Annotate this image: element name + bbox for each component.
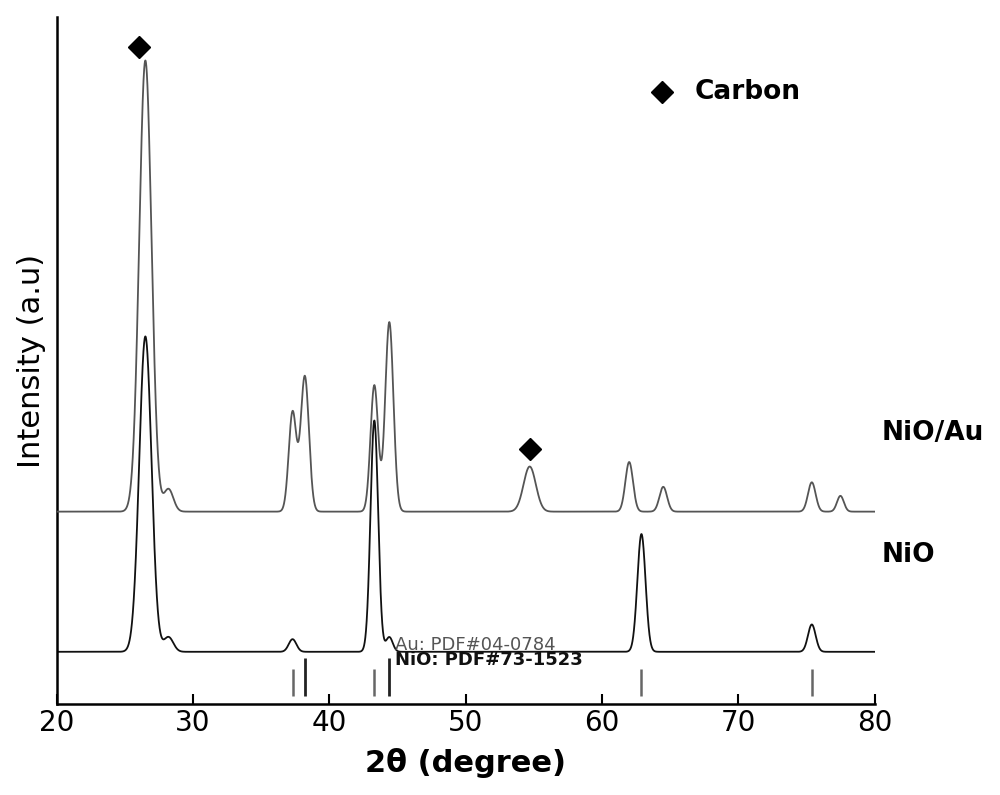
Text: Carbon: Carbon <box>695 80 801 105</box>
Y-axis label: Intensity (a.u): Intensity (a.u) <box>17 254 46 467</box>
Text: NiO: NiO <box>881 542 935 568</box>
X-axis label: 2θ (degree): 2θ (degree) <box>365 748 566 778</box>
Text: NiO: PDF#73-1523: NiO: PDF#73-1523 <box>395 651 583 669</box>
Text: Au: PDF#04-0784: Au: PDF#04-0784 <box>395 636 555 654</box>
Text: NiO/Au: NiO/Au <box>881 420 984 446</box>
